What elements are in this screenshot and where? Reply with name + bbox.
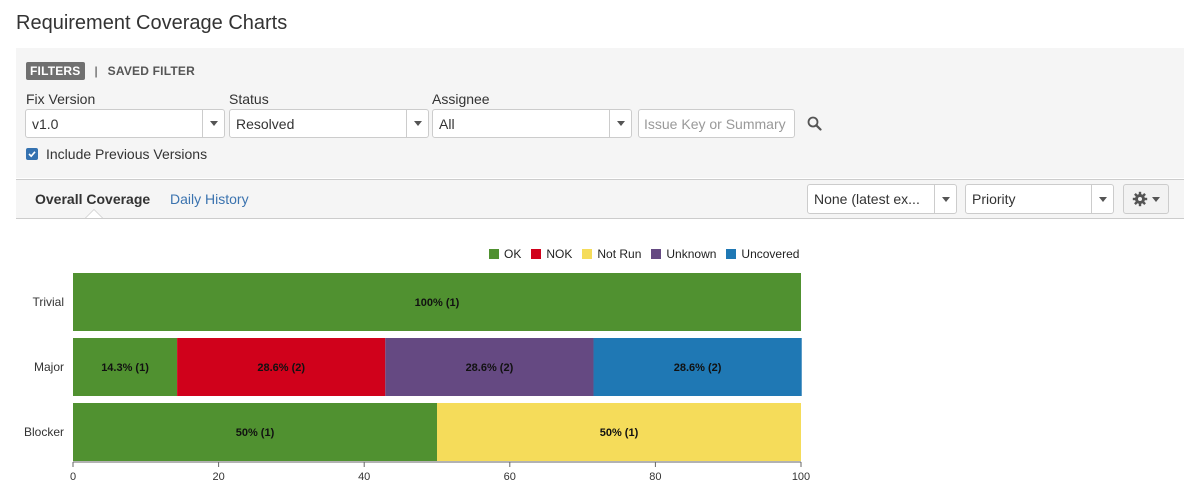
category-label: Blocker xyxy=(24,425,64,439)
execution-select[interactable]: None (latest ex... xyxy=(807,184,957,214)
legend-swatch xyxy=(489,249,499,259)
fix-version-value: v1.0 xyxy=(32,115,59,132)
category-label: Trivial xyxy=(32,295,64,309)
bar-segment xyxy=(73,403,437,461)
legend-item: NOK xyxy=(531,247,572,261)
legend-label: Uncovered xyxy=(741,247,800,261)
chevron-down-icon[interactable] xyxy=(1091,185,1113,213)
filter-panel: FILTERS | SAVED FILTER Fix Version v1.0 … xyxy=(16,48,1184,178)
bar-data-label: 50% (1) xyxy=(236,427,275,439)
tab-daily-history[interactable]: Daily History xyxy=(170,191,249,207)
bar-data-label: 28.6% (2) xyxy=(674,362,722,374)
bar-segment xyxy=(593,338,802,396)
bar-data-label: 50% (1) xyxy=(600,427,639,439)
assignee-select[interactable]: All xyxy=(432,109,632,138)
bar-data-label: 100% (1) xyxy=(415,297,460,309)
legend-item: Uncovered xyxy=(726,247,799,261)
filter-tabs: FILTERS | SAVED FILTER xyxy=(26,62,195,80)
bar-segment xyxy=(385,338,594,396)
page-title: Requirement Coverage Charts xyxy=(16,12,288,34)
status-label: Status xyxy=(229,91,269,107)
legend-label: Not Run xyxy=(597,247,642,261)
bar-segment xyxy=(437,403,801,461)
bar-segment xyxy=(73,273,801,331)
legend-item: Unknown xyxy=(651,247,716,261)
legend-label: OK xyxy=(504,247,522,261)
issue-search-input[interactable] xyxy=(638,109,795,138)
assignee-label: Assignee xyxy=(432,91,490,107)
group-by-select-value: Priority xyxy=(972,191,1016,207)
legend-label: Unknown xyxy=(666,247,717,261)
bar-segment xyxy=(177,338,386,396)
include-previous-checkbox[interactable] xyxy=(26,148,38,160)
legend-swatch xyxy=(531,249,542,259)
group-by-select[interactable]: Priority xyxy=(965,184,1114,214)
x-tick-label: 40 xyxy=(358,471,370,483)
legend-item: Not Run xyxy=(582,247,641,261)
legend-swatch xyxy=(651,249,662,259)
active-tab-indicator xyxy=(86,210,102,218)
bar-data-label: 28.6% (2) xyxy=(466,362,514,374)
tab-saved-filter[interactable]: SAVED FILTER xyxy=(107,64,195,78)
fix-version-select[interactable]: v1.0 xyxy=(25,109,225,138)
legend-label: NOK xyxy=(546,247,573,261)
tab-filters[interactable]: FILTERS xyxy=(26,62,85,80)
x-tick-label: 0 xyxy=(70,471,76,483)
category-label: Major xyxy=(34,360,64,374)
x-tick-label: 20 xyxy=(212,471,224,483)
bar-data-label: 28.6% (2) xyxy=(257,362,305,374)
chart-legend: OK NOK Not Run Unknown Uncovered xyxy=(489,247,799,261)
x-tick-label: 80 xyxy=(649,471,661,483)
tab-overall-coverage[interactable]: Overall Coverage xyxy=(35,191,151,207)
legend-swatch xyxy=(726,249,737,259)
legend-swatch xyxy=(582,249,593,259)
include-previous-label: Include Previous Versions xyxy=(46,146,208,162)
include-previous-row[interactable]: Include Previous Versions xyxy=(26,146,207,162)
chevron-down-icon xyxy=(1152,196,1160,202)
chevron-down-icon[interactable] xyxy=(609,110,631,137)
x-tick-label: 100 xyxy=(792,471,810,483)
bar-data-label: 14.3% (1) xyxy=(101,362,149,374)
bar-segment xyxy=(73,338,178,396)
x-tick-label: 60 xyxy=(504,471,516,483)
tab-separator: | xyxy=(94,64,98,78)
settings-button[interactable] xyxy=(1123,184,1169,214)
chevron-down-icon[interactable] xyxy=(202,110,224,137)
chevron-down-icon[interactable] xyxy=(934,185,956,213)
view-toolbar: Overall Coverage Daily History None (lat… xyxy=(16,179,1184,219)
status-value: Resolved xyxy=(236,115,295,132)
chevron-down-icon[interactable] xyxy=(406,110,428,137)
gear-icon xyxy=(1132,191,1148,207)
execution-select-value: None (latest ex... xyxy=(814,191,920,207)
search-icon[interactable] xyxy=(806,115,824,133)
legend-item: OK xyxy=(489,247,521,261)
fix-version-label: Fix Version xyxy=(26,91,96,107)
status-select[interactable]: Resolved xyxy=(229,109,429,138)
coverage-chart: Trivial 100% (1) Major 14.3% (1) 28.6% (2) 28… xyxy=(24,273,810,483)
assignee-value: All xyxy=(439,115,455,132)
